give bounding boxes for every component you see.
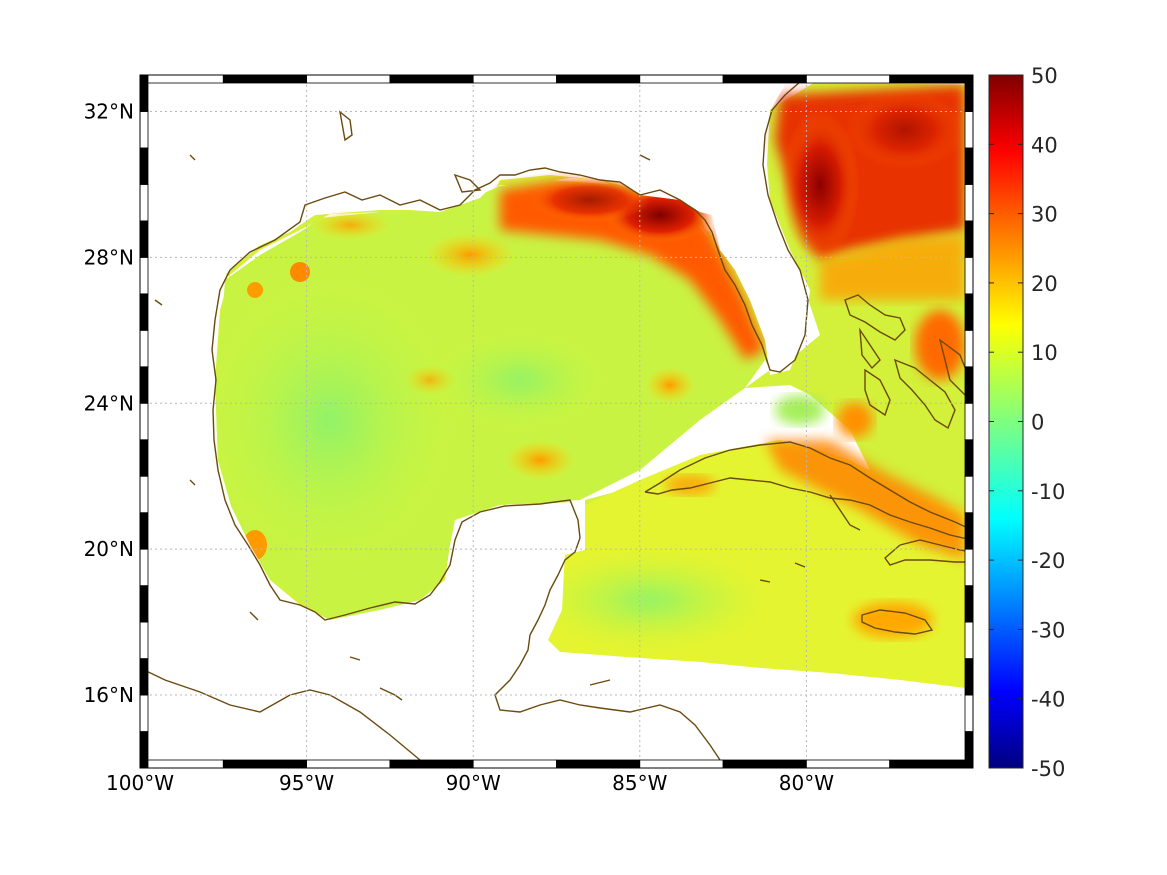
central-america-pacific	[140, 667, 431, 768]
lat-tick-label: 16°N	[84, 683, 134, 707]
lon-tick-label: 90°W	[446, 771, 501, 795]
colorbar-tick-label: 50	[1031, 64, 1058, 88]
lon-tick-label: 85°W	[612, 771, 667, 795]
colorbar-tick-label: -50	[1031, 757, 1065, 781]
map-frame	[139, 74, 974, 769]
yucatan-east-coast	[494, 537, 721, 761]
colorbar-tick-label: -40	[1031, 688, 1065, 712]
cuba	[644, 441, 973, 541]
hispaniola	[884, 539, 973, 566]
colorbar-labels: 50 40 30 20 10 0 -10 -20 -30 -40 -50	[989, 64, 1065, 781]
land-masks	[140, 75, 965, 768]
colorbar-tick-label: -20	[1031, 549, 1065, 573]
colorbar-tick-label: -10	[1031, 480, 1065, 504]
colorbar-tick-label: 20	[1031, 272, 1058, 296]
colorbar-tick-label: 10	[1031, 341, 1058, 365]
bahamas	[844, 294, 971, 430]
colorbar	[988, 74, 1024, 769]
texas-mexico-coast	[211, 269, 581, 621]
longitude-tick-labels: 100°W 95°W 90°W 85°W 80°W	[106, 771, 834, 795]
colorbar-tick-label: 30	[1031, 203, 1058, 227]
colorbar-tick-label: 40	[1031, 133, 1058, 157]
graticule	[140, 75, 973, 768]
lon-tick-label: 95°W	[279, 771, 334, 795]
us-gulf-coast	[229, 75, 816, 373]
lat-tick-label: 28°N	[84, 245, 134, 269]
jamaica	[861, 609, 934, 635]
lon-tick-label: 80°W	[779, 771, 834, 795]
colorbar-tick-label: 0	[1031, 411, 1044, 435]
lat-tick-label: 32°N	[84, 99, 134, 123]
lon-tick-label: 100°W	[106, 771, 174, 795]
coastlines	[140, 75, 973, 768]
latitude-tick-labels: 16°N 20°N 24°N 28°N 32°N	[84, 99, 134, 707]
lat-tick-label: 24°N	[84, 391, 134, 415]
colorbar-tick-label: -30	[1031, 618, 1065, 642]
lat-tick-label: 20°N	[84, 537, 134, 561]
